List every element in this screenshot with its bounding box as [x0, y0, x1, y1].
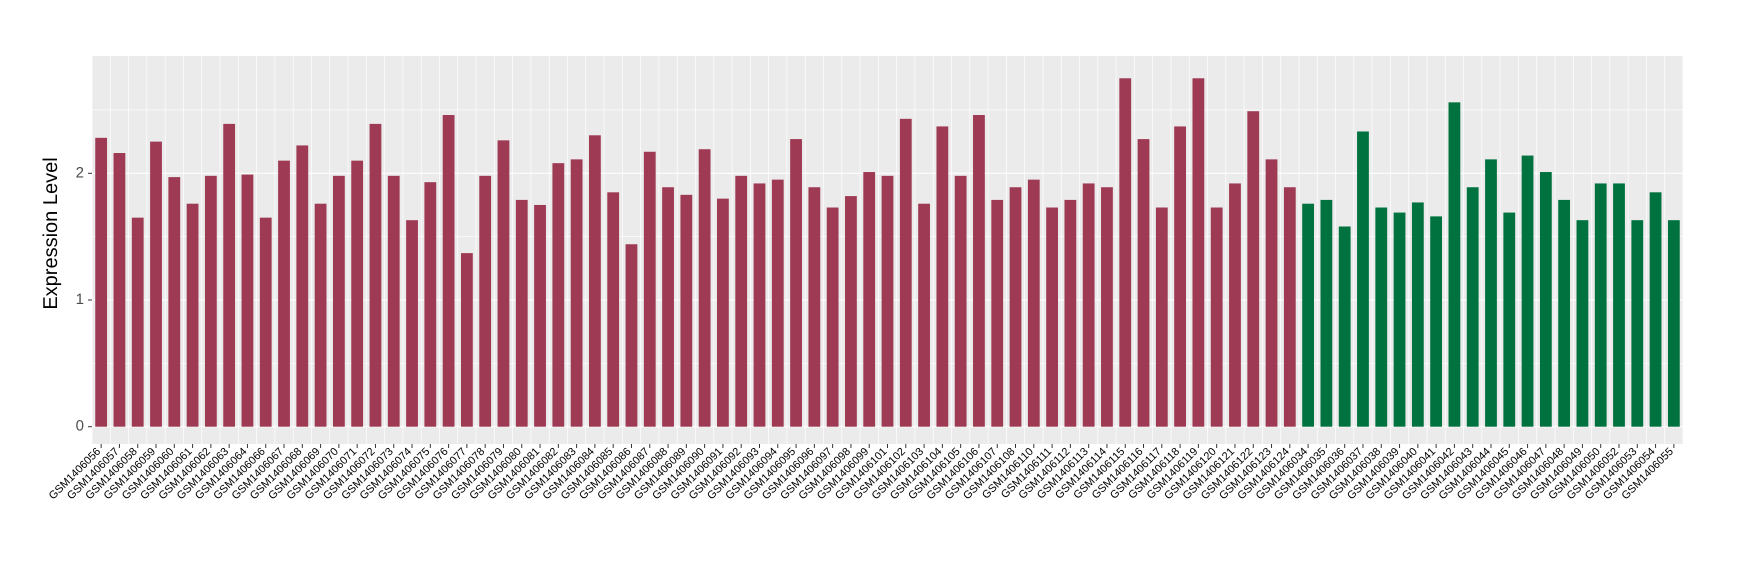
svg-text:Expression Level: Expression Level	[40, 157, 62, 309]
svg-text:2: 2	[76, 164, 84, 181]
svg-text:1: 1	[76, 291, 84, 308]
svg-text:0: 0	[76, 418, 84, 435]
